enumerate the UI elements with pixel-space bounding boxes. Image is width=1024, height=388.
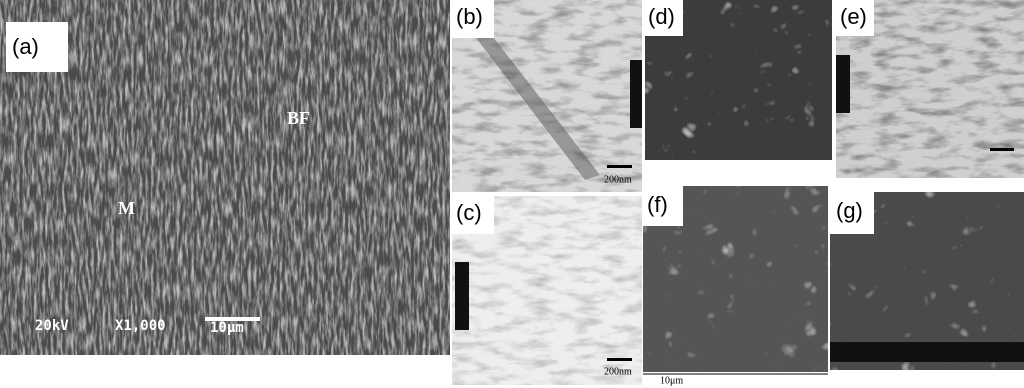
annotation: BF — [287, 108, 310, 128]
panel-d: (d) — [645, 0, 832, 160]
panel-g: (g) — [830, 192, 1024, 370]
scale-text: 20kV — [35, 318, 69, 334]
panel-label: (a) — [12, 34, 39, 59]
panel-c: (c) 200nm — [452, 196, 642, 385]
annotation: M — [118, 198, 135, 218]
panel-label: (e) — [840, 4, 867, 29]
scale-text: 200nm — [604, 366, 632, 377]
panel-b: (b) 200nm — [452, 0, 642, 192]
panel-label: (c) — [456, 200, 482, 225]
panel-e: (e) — [836, 0, 1024, 178]
panel-label: (b) — [456, 4, 483, 29]
scale-text: 10μm — [660, 375, 683, 386]
panel-a: (a) BF M 20kV X1,000 10μm — [0, 0, 450, 355]
panel-label: (d) — [648, 4, 675, 29]
scale-text: X1,000 — [115, 318, 166, 334]
panel-f: (f) 10μm — [643, 186, 828, 386]
panel-label: (g) — [836, 198, 863, 223]
scale-text: 200nm — [604, 174, 632, 185]
panel-label: (f) — [647, 192, 668, 217]
scale-text: 10μm — [210, 320, 244, 336]
